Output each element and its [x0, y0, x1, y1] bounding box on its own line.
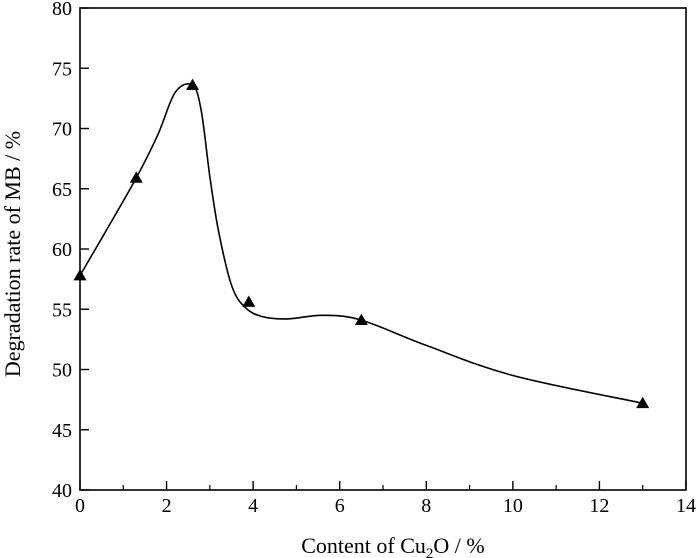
y-tick-label: 40: [52, 480, 72, 502]
y-tick-label: 65: [52, 179, 72, 201]
x-tick-label: 10: [503, 495, 523, 517]
data-point-marker: [636, 396, 650, 409]
series-line: [79, 83, 643, 405]
x-tick-label: 12: [589, 495, 609, 517]
data-point-marker: [354, 313, 368, 325]
y-axis-label: Degradation rate of MB / %: [0, 131, 25, 377]
data-point-marker: [186, 78, 200, 90]
y-tick-label: 70: [52, 119, 72, 141]
data-point-marker: [73, 269, 87, 281]
x-tick-label: 8: [421, 495, 431, 517]
x-tick-label: 4: [248, 495, 258, 517]
x-tick-label: 2: [162, 495, 172, 517]
y-tick-label: 55: [52, 299, 72, 321]
plot-frame: [79, 7, 687, 491]
data-point-marker: [242, 295, 256, 307]
x-tick-label: 14: [676, 495, 696, 517]
x-tick-label: 0: [75, 495, 85, 517]
y-tick-label: 50: [52, 360, 72, 382]
y-tick-label: 60: [52, 239, 72, 261]
y-tick-label: 45: [52, 420, 72, 442]
y-tick-label: 80: [52, 0, 72, 20]
data-point-marker: [129, 171, 143, 183]
x-tick-label: 6: [335, 495, 345, 517]
y-tick-label: 75: [52, 58, 72, 80]
x-axis-label: Content of Cu2O / %: [301, 533, 485, 558]
